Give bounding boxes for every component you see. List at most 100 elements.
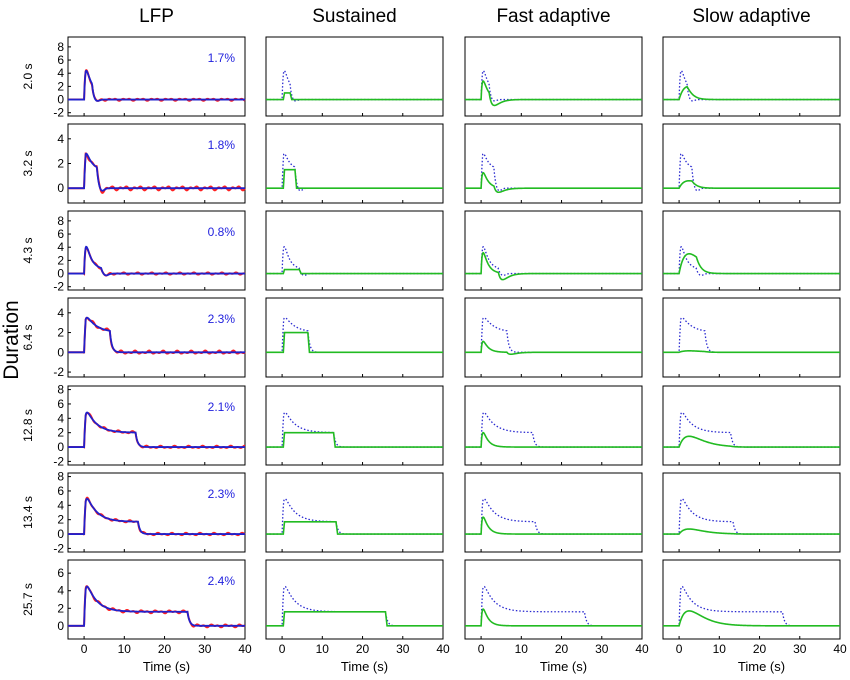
y-tick-label: 8	[57, 470, 64, 484]
y-tick-label: 2	[57, 601, 64, 615]
y-tick-label: 8	[57, 40, 64, 54]
y-tick-label: 6	[57, 566, 64, 580]
panel-frame	[265, 36, 444, 117]
y-tick-label: 2	[57, 79, 64, 93]
row-label: 6.4 s	[21, 324, 35, 350]
panel-frame	[67, 210, 246, 291]
panel-frame	[662, 210, 841, 291]
y-tick-label: 0	[57, 181, 64, 195]
y-tick-label: 2	[57, 253, 64, 267]
panel-frame	[67, 385, 246, 466]
x-tick-label: 0	[81, 642, 88, 656]
panel-frame	[464, 385, 643, 466]
y-tick-label: 4	[57, 411, 64, 425]
x-tick-label: 20	[555, 642, 569, 656]
x-axis-label: Time (s)	[341, 659, 388, 674]
slow-adaptive-component-line	[663, 528, 840, 535]
fit-error-label: 0.8%	[208, 225, 236, 239]
lfp-model-line	[68, 316, 245, 354]
panel-frame	[265, 472, 444, 553]
y-tick-label: 2	[57, 426, 64, 440]
fast-adaptive-component-line	[465, 516, 642, 535]
sustained-component-line	[266, 431, 443, 448]
panel-frame	[662, 297, 841, 378]
lfp-model-line	[68, 245, 245, 277]
row-label: 12.8 s	[21, 409, 35, 442]
panel-frame	[662, 559, 841, 640]
fast-adaptive-component-line	[465, 80, 642, 107]
sustained-component-line	[266, 610, 443, 627]
panel-frame	[662, 36, 841, 117]
y-tick-label: 0	[57, 440, 64, 454]
row-label: 25.7 s	[21, 583, 35, 616]
sustained-component-line	[266, 331, 443, 354]
x-tick-label: 30	[396, 642, 410, 656]
row-label: 2.0 s	[21, 63, 35, 89]
panel-frame	[662, 472, 841, 553]
lfp-model-line	[68, 152, 245, 192]
fit-error-label: 2.4%	[208, 574, 236, 588]
y-tick-label: -2	[53, 365, 64, 379]
y-tick-label: 0	[57, 345, 64, 359]
y-tick-label: 4	[57, 132, 64, 146]
panel-frame	[265, 559, 444, 640]
sustained-component-line	[266, 92, 443, 101]
x-tick-label: 20	[356, 642, 370, 656]
y-tick-label: 0	[57, 267, 64, 281]
x-tick-label: 0	[478, 642, 485, 656]
fast-adaptive-component-line	[465, 251, 642, 281]
col-title-slow-adaptive: Slow adaptive	[692, 6, 810, 27]
y-tick-label: -2	[53, 541, 64, 555]
slow-adaptive-component-line	[663, 85, 840, 101]
x-tick-label: 40	[238, 642, 252, 656]
panel-frame	[265, 210, 444, 291]
slow-adaptive-component-line	[663, 350, 840, 354]
x-tick-label: 10	[713, 642, 727, 656]
fit-error-label: 2.3%	[208, 312, 236, 326]
y-tick-label: 0	[57, 619, 64, 633]
x-axis-label: Time (s)	[738, 659, 785, 674]
sustained-component-line	[266, 521, 443, 535]
y-tick-label: 8	[57, 214, 64, 228]
y-tick-label: -2	[53, 454, 64, 468]
y-tick-label: 4	[57, 240, 64, 254]
y-tick-label: -2	[53, 280, 64, 294]
fast-adaptive-component-line	[465, 171, 642, 194]
fit-error-label: 1.8%	[208, 138, 236, 152]
x-tick-label: 10	[316, 642, 330, 656]
y-tick-label: 4	[57, 66, 64, 80]
y-tick-label: 4	[57, 498, 64, 512]
sustained-component-line	[266, 168, 443, 189]
panel-frame	[67, 472, 246, 553]
panel-frame	[662, 123, 841, 204]
y-tick-label: 2	[57, 157, 64, 171]
y-tick-label: 2	[57, 326, 64, 340]
col-title-sustained: Sustained	[312, 6, 397, 27]
sustained-component-line	[266, 268, 443, 275]
panel-frame	[265, 123, 444, 204]
y-tick-label: 4	[57, 584, 64, 598]
x-tick-label: 20	[753, 642, 767, 656]
y-tick-label: -2	[53, 106, 64, 120]
x-tick-label: 0	[676, 642, 683, 656]
slow-adaptive-component-line	[663, 179, 840, 189]
slow-adaptive-component-line	[663, 610, 840, 627]
fast-adaptive-component-line	[465, 608, 642, 627]
panel-frame	[464, 210, 643, 291]
slow-adaptive-component-line	[663, 435, 840, 448]
x-axis-label: Time (s)	[143, 659, 190, 674]
panel-frame	[464, 559, 643, 640]
panel-frame	[67, 297, 246, 378]
x-tick-label: 30	[198, 642, 212, 656]
y-tick-label: 0	[57, 527, 64, 541]
panel-frame	[265, 297, 444, 378]
panel-frame	[464, 297, 643, 378]
fast-adaptive-component-line	[465, 431, 642, 448]
x-tick-label: 10	[515, 642, 529, 656]
panel-frame	[265, 385, 444, 466]
lfp-model-line	[68, 497, 245, 535]
lfp-model-line	[68, 585, 245, 627]
y-tick-label: 0	[57, 93, 64, 107]
x-tick-label: 40	[635, 642, 649, 656]
